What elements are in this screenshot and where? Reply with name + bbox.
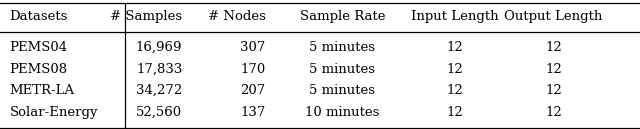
Text: 17,833: 17,833 [136, 63, 182, 76]
Text: 12: 12 [545, 63, 562, 76]
Text: 170: 170 [241, 63, 266, 76]
Text: 12: 12 [545, 106, 562, 119]
Text: 34,272: 34,272 [136, 84, 182, 97]
Text: 12: 12 [446, 41, 463, 54]
Text: Datasets: Datasets [10, 10, 68, 23]
Text: Solar-Energy: Solar-Energy [10, 106, 98, 119]
Text: PEMS04: PEMS04 [10, 41, 68, 54]
Text: 5 minutes: 5 minutes [309, 63, 376, 76]
Text: Sample Rate: Sample Rate [300, 10, 385, 23]
Text: 16,969: 16,969 [136, 41, 182, 54]
Text: 12: 12 [446, 63, 463, 76]
Text: # Samples: # Samples [110, 10, 182, 23]
Text: METR-LA: METR-LA [10, 84, 75, 97]
Text: 207: 207 [241, 84, 266, 97]
Text: 137: 137 [240, 106, 266, 119]
Text: 12: 12 [545, 84, 562, 97]
Text: Output Length: Output Length [504, 10, 603, 23]
Text: # Nodes: # Nodes [208, 10, 266, 23]
Text: 307: 307 [240, 41, 266, 54]
Text: 10 minutes: 10 minutes [305, 106, 380, 119]
Text: 12: 12 [545, 41, 562, 54]
Text: 5 minutes: 5 minutes [309, 41, 376, 54]
Text: 12: 12 [446, 106, 463, 119]
Text: 12: 12 [446, 84, 463, 97]
Text: 5 minutes: 5 minutes [309, 84, 376, 97]
Text: Input Length: Input Length [411, 10, 498, 23]
Text: PEMS08: PEMS08 [10, 63, 68, 76]
Text: 52,560: 52,560 [136, 106, 182, 119]
